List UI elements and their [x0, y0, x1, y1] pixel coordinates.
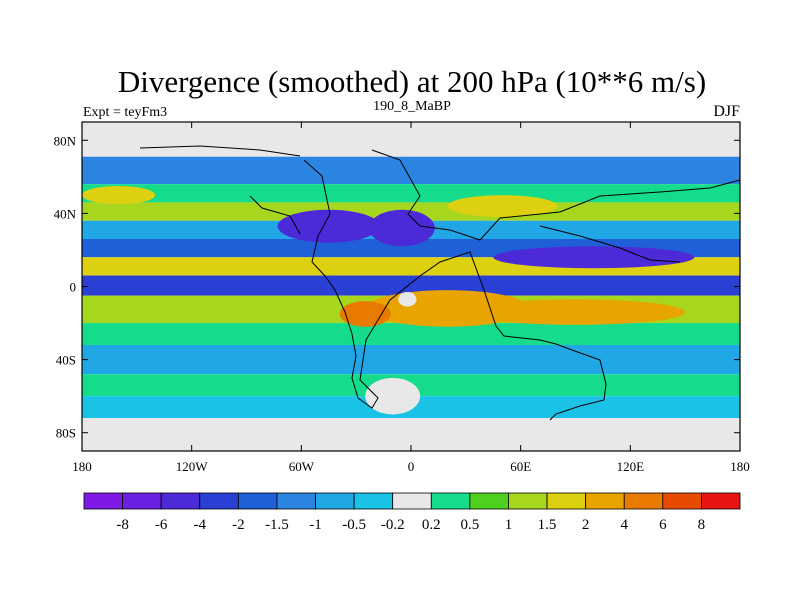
- colorbar-swatch: [315, 492, 355, 510]
- colorbar-label: -4: [194, 517, 207, 533]
- colorbar-swatch: [276, 492, 316, 510]
- colorbar-swatch: [160, 492, 201, 510]
- colorbar-swatch: [83, 492, 123, 510]
- x-tick-label: 180: [730, 459, 750, 474]
- colorbar: -8 -6 -4 -2 -1.5 -1 -0.5 -0.2 0.2 0.5 1 1.5 2 4 6 8: [83, 492, 741, 533]
- colorbar-swatch: [392, 492, 432, 510]
- field-feature: [465, 299, 686, 325]
- x-tick-label: 120W: [176, 459, 209, 474]
- colorbar-label: 1: [505, 517, 513, 533]
- colorbar-swatch: [469, 492, 509, 510]
- colorbar-label: -0.5: [342, 517, 366, 533]
- colorbar-swatch: [199, 492, 239, 510]
- field-feature: [82, 185, 156, 205]
- map-axes: 180 120W 60W 0 60E 120E 180 80N 40N 0 40S 80S: [54, 122, 750, 474]
- colorbar-swatch: [122, 492, 162, 510]
- colorbar-label: 1.5: [538, 517, 557, 533]
- divergence-field: [82, 122, 740, 451]
- colorbar-label: -6: [155, 517, 168, 533]
- colorbar-swatch: [353, 492, 394, 510]
- colorbar-label: 8: [698, 517, 706, 533]
- colorbar-label: -1.5: [265, 517, 289, 533]
- field-band: [82, 323, 740, 345]
- colorbar-label: -1: [309, 517, 322, 533]
- colorbar-swatch: [585, 492, 625, 510]
- colorbar-swatch: [430, 492, 471, 510]
- colorbar-swatch: [237, 492, 278, 510]
- colorbar-swatch: [508, 492, 548, 510]
- colorbar-label: 0.2: [422, 517, 441, 533]
- colorbar-label: -2: [232, 517, 245, 533]
- colorbar-label: 0.5: [461, 517, 480, 533]
- x-tick-label: 120E: [617, 459, 645, 474]
- field-band: [82, 275, 740, 296]
- y-tick-label: 80N: [54, 133, 77, 148]
- colorbar-swatch: [546, 492, 587, 510]
- colorbar-label: -8: [116, 517, 129, 533]
- experiment-label: Expt = teyFm3: [83, 105, 167, 120]
- colorbar-label: 4: [620, 517, 628, 533]
- y-tick-label: 80S: [56, 426, 76, 441]
- y-tick-label: 40N: [54, 206, 77, 221]
- field-feature: [339, 301, 391, 327]
- colorbar-swatch: [701, 492, 741, 510]
- field-feature: [368, 209, 435, 247]
- field-feature: [398, 291, 417, 307]
- y-tick-label: 0: [70, 280, 77, 295]
- colorbar-label: 2: [582, 517, 590, 533]
- x-tick-label: 60E: [510, 459, 531, 474]
- colorbar-swatch: [623, 492, 664, 510]
- chart-title: Divergence (smoothed) at 200 hPa (10**6 …: [118, 64, 706, 99]
- x-tick-label: 180: [72, 459, 92, 474]
- coastline: [139, 145, 741, 421]
- season-label: DJF: [713, 103, 740, 120]
- field-feature: [365, 377, 421, 415]
- field-feature: [493, 246, 695, 269]
- colorbar-swatch: [662, 492, 702, 510]
- colorbar-label: -0.2: [381, 517, 405, 533]
- period-label: 190_8_MaBP: [373, 99, 451, 114]
- field-feature: [447, 195, 558, 218]
- x-tick-label: 0: [408, 459, 415, 474]
- y-tick-label: 40S: [56, 353, 76, 368]
- field-feature: [277, 209, 380, 243]
- field-band: [82, 344, 740, 375]
- x-tick-label: 60W: [289, 459, 315, 474]
- field-band: [82, 184, 740, 203]
- colorbar-label: 6: [659, 517, 667, 533]
